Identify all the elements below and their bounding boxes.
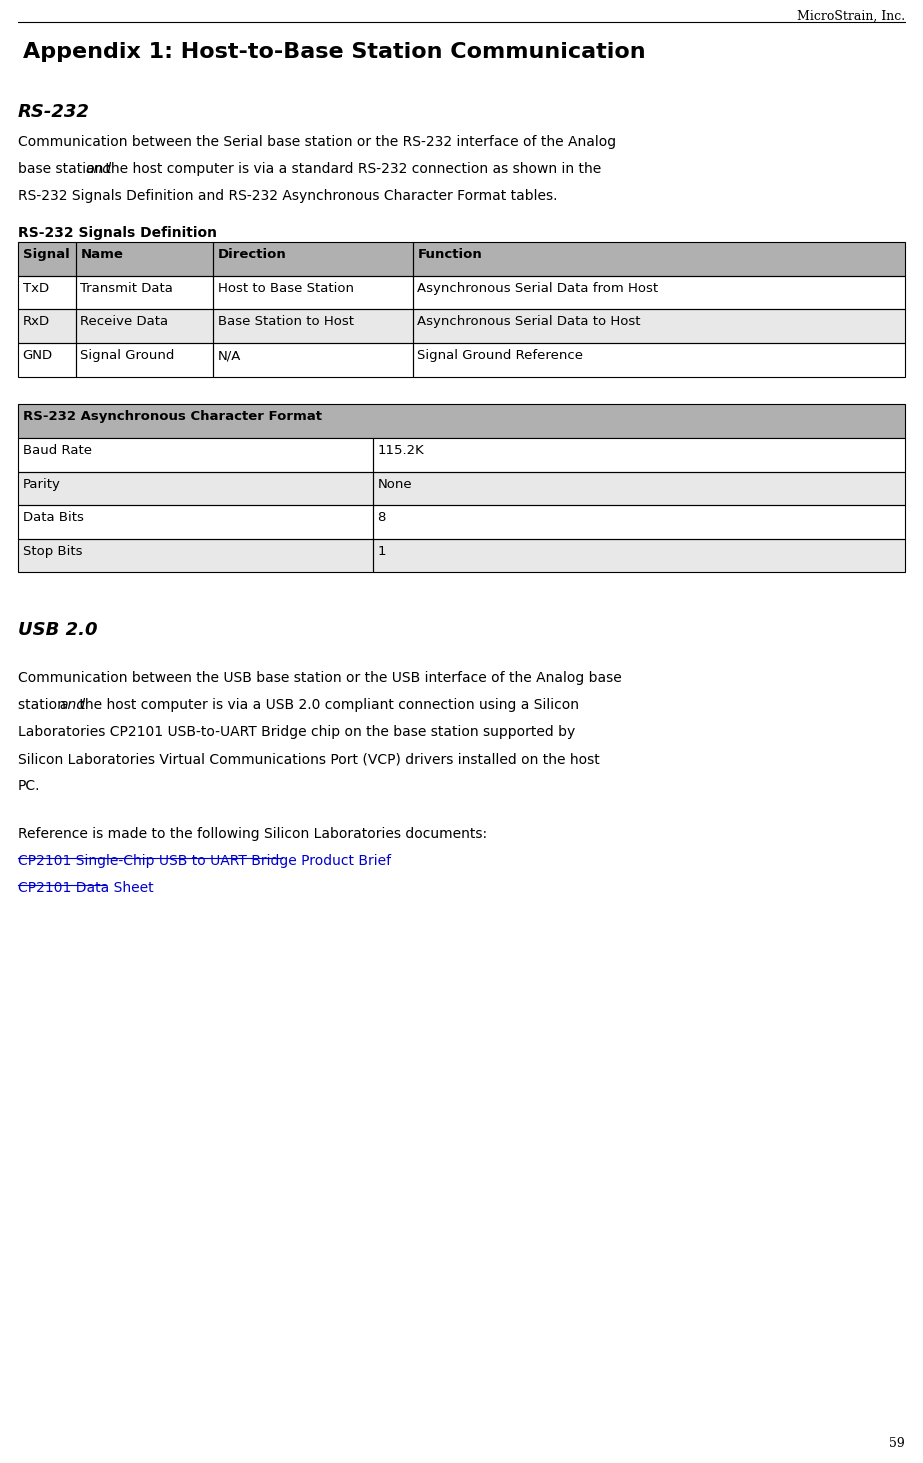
Bar bbox=[18, 505, 905, 538]
Bar bbox=[18, 538, 373, 572]
Bar bbox=[76, 275, 213, 309]
Bar bbox=[18, 471, 905, 505]
Text: base station: base station bbox=[18, 162, 108, 176]
Bar bbox=[373, 538, 905, 572]
Text: Stop Bits: Stop Bits bbox=[23, 544, 82, 557]
Text: Receive Data: Receive Data bbox=[80, 316, 168, 328]
Bar bbox=[18, 342, 76, 376]
Bar bbox=[18, 471, 373, 505]
Text: GND: GND bbox=[23, 350, 53, 361]
Bar bbox=[413, 309, 905, 342]
Text: the host computer is via a standard RS-232 connection as shown in the: the host computer is via a standard RS-2… bbox=[101, 162, 601, 176]
Bar bbox=[18, 437, 905, 471]
Bar bbox=[18, 437, 373, 471]
Bar bbox=[76, 241, 213, 275]
Bar bbox=[373, 505, 905, 538]
Text: Appendix 1: Host-to-Base Station Communication: Appendix 1: Host-to-Base Station Communi… bbox=[23, 42, 645, 61]
Text: 8: 8 bbox=[378, 511, 386, 524]
Text: Reference is made to the following Silicon Laboratories documents:: Reference is made to the following Silic… bbox=[18, 827, 487, 841]
Text: Parity: Parity bbox=[23, 477, 61, 490]
Bar bbox=[213, 309, 413, 342]
Bar bbox=[213, 241, 413, 275]
Text: Signal Ground Reference: Signal Ground Reference bbox=[417, 350, 583, 361]
Text: Function: Function bbox=[417, 249, 482, 260]
Text: N/A: N/A bbox=[218, 350, 241, 361]
Text: 1: 1 bbox=[378, 544, 386, 557]
Bar bbox=[18, 309, 905, 342]
Text: Baud Rate: Baud Rate bbox=[23, 443, 91, 456]
Text: Asynchronous Serial Data to Host: Asynchronous Serial Data to Host bbox=[417, 316, 641, 328]
Text: PC.: PC. bbox=[18, 780, 41, 793]
Bar bbox=[18, 505, 373, 538]
Text: Silicon Laboratories Virtual Communications Port (VCP) drivers installed on the : Silicon Laboratories Virtual Communicati… bbox=[18, 752, 600, 767]
Text: 59: 59 bbox=[889, 1437, 905, 1450]
Text: and: and bbox=[59, 698, 85, 712]
Bar bbox=[18, 275, 76, 309]
Text: Base Station to Host: Base Station to Host bbox=[218, 316, 354, 328]
Text: None: None bbox=[378, 477, 412, 490]
Bar bbox=[413, 241, 905, 275]
Text: Communication between the USB base station or the USB interface of the Analog ba: Communication between the USB base stati… bbox=[18, 672, 622, 685]
Bar bbox=[413, 342, 905, 376]
Text: Direction: Direction bbox=[218, 249, 286, 260]
Text: RS-232 Signals Definition and RS-232 Asynchronous Character Format tables.: RS-232 Signals Definition and RS-232 Asy… bbox=[18, 189, 557, 203]
Text: Signal: Signal bbox=[23, 249, 69, 260]
Bar bbox=[213, 342, 413, 376]
Text: RS-232: RS-232 bbox=[18, 102, 90, 121]
Text: the host computer is via a USB 2.0 compliant connection using a Silicon: the host computer is via a USB 2.0 compl… bbox=[75, 698, 579, 712]
Text: Communication between the Serial base station or the RS-232 interface of the Ana: Communication between the Serial base st… bbox=[18, 135, 617, 149]
Text: RS-232 Asynchronous Character Format: RS-232 Asynchronous Character Format bbox=[23, 410, 321, 423]
Text: RS-232 Signals Definition: RS-232 Signals Definition bbox=[18, 225, 217, 240]
Bar bbox=[18, 538, 905, 572]
Bar bbox=[76, 309, 213, 342]
Bar bbox=[18, 309, 76, 342]
Text: MicroStrain, Inc.: MicroStrain, Inc. bbox=[797, 10, 905, 23]
Bar bbox=[373, 471, 905, 505]
Bar bbox=[18, 241, 76, 275]
Bar bbox=[413, 275, 905, 309]
Text: RxD: RxD bbox=[23, 316, 50, 328]
Text: and: and bbox=[85, 162, 111, 176]
Text: Data Bits: Data Bits bbox=[23, 511, 83, 524]
Text: USB 2.0: USB 2.0 bbox=[18, 622, 98, 639]
Text: CP2101 Single-Chip USB to UART Bridge Product Brief: CP2101 Single-Chip USB to UART Bridge Pr… bbox=[18, 854, 391, 868]
Text: Signal Ground: Signal Ground bbox=[80, 350, 174, 361]
Text: Transmit Data: Transmit Data bbox=[80, 282, 174, 294]
Bar bbox=[373, 437, 905, 471]
Bar bbox=[18, 275, 905, 309]
Text: Asynchronous Serial Data from Host: Asynchronous Serial Data from Host bbox=[417, 282, 658, 294]
Text: station: station bbox=[18, 698, 70, 712]
Bar bbox=[18, 241, 905, 275]
Bar bbox=[76, 342, 213, 376]
Text: CP2101 Data Sheet: CP2101 Data Sheet bbox=[18, 881, 153, 895]
Bar bbox=[213, 275, 413, 309]
Bar bbox=[18, 404, 905, 437]
Bar bbox=[18, 342, 905, 376]
Text: Name: Name bbox=[80, 249, 123, 260]
Text: Laboratories CP2101 USB-to-UART Bridge chip on the base station supported by: Laboratories CP2101 USB-to-UART Bridge c… bbox=[18, 726, 575, 739]
Text: TxD: TxD bbox=[23, 282, 49, 294]
Text: 115.2K: 115.2K bbox=[378, 443, 425, 456]
Text: Host to Base Station: Host to Base Station bbox=[218, 282, 354, 294]
